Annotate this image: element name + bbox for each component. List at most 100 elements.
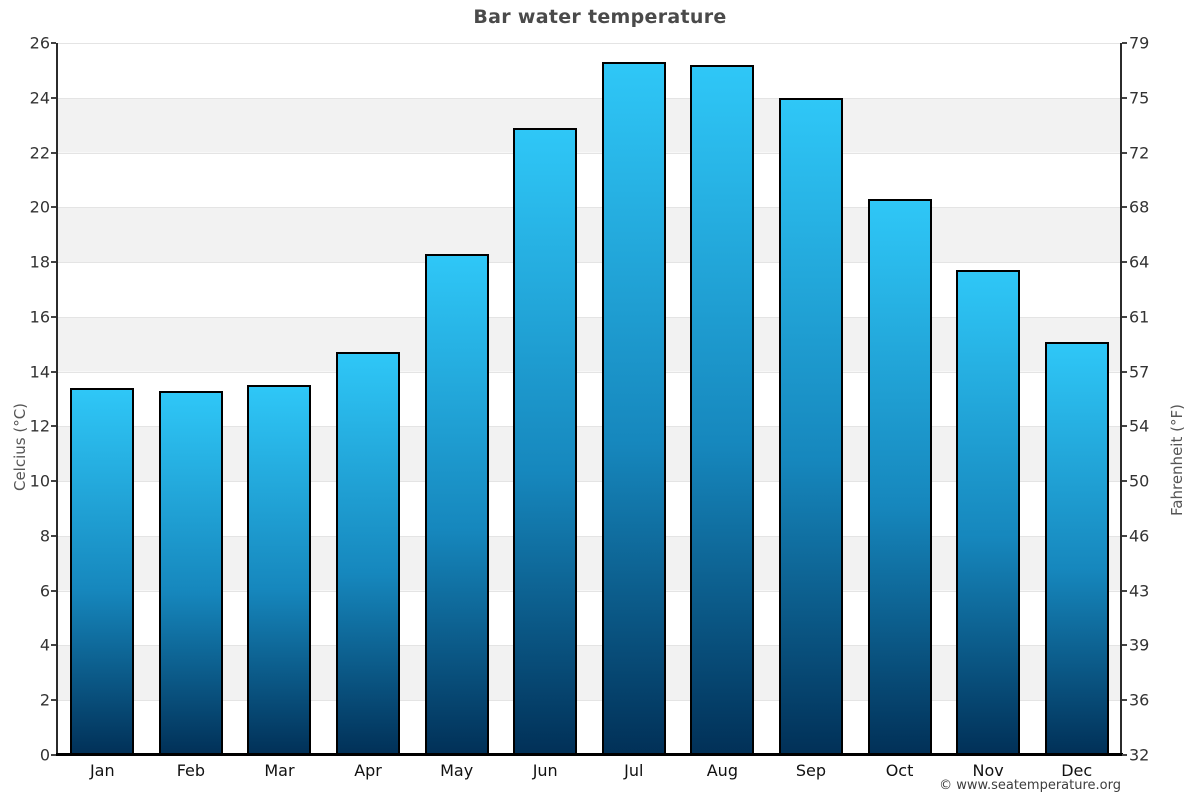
axis-tick-right bbox=[1122, 534, 1127, 537]
y-tick-celsius: 4 bbox=[39, 635, 50, 655]
y-axis-title-fahrenheit: Fahrenheit (°F) bbox=[1168, 404, 1186, 516]
axis-tick-right bbox=[1122, 589, 1127, 592]
x-tick-month-jun: Jun bbox=[532, 761, 558, 780]
y-tick-fahrenheit: 39 bbox=[1129, 635, 1150, 655]
y-tick-fahrenheit: 50 bbox=[1129, 471, 1150, 491]
bar-apr[interactable] bbox=[336, 352, 401, 755]
axis-tick-left bbox=[51, 370, 56, 373]
y-tick-celsius: 26 bbox=[29, 33, 50, 53]
y-tick-celsius: 20 bbox=[29, 197, 50, 217]
axis-tick-right bbox=[1122, 96, 1127, 99]
y-tick-fahrenheit: 46 bbox=[1129, 526, 1150, 546]
axis-tick-right bbox=[1122, 480, 1127, 483]
y-tick-celsius: 22 bbox=[29, 143, 50, 163]
gridline bbox=[58, 97, 1121, 99]
gridline bbox=[58, 43, 1121, 44]
bar-aug[interactable] bbox=[690, 64, 755, 755]
x-tick-month-mar: Mar bbox=[264, 761, 295, 780]
gridline bbox=[58, 371, 1121, 373]
axis-tick-left bbox=[51, 699, 56, 702]
y-tick-fahrenheit: 43 bbox=[1129, 581, 1150, 601]
axis-tick-left bbox=[51, 261, 56, 264]
axis-tick-left bbox=[51, 96, 56, 99]
y-axis-line-fahrenheit bbox=[1120, 43, 1122, 756]
axis-tick-right bbox=[1122, 151, 1127, 154]
x-tick-month-may: May bbox=[440, 761, 474, 780]
bar-jul[interactable] bbox=[601, 62, 666, 755]
y-tick-fahrenheit: 61 bbox=[1129, 307, 1150, 327]
y-tick-fahrenheit: 32 bbox=[1129, 745, 1150, 765]
axis-tick-right bbox=[1122, 42, 1127, 44]
bar-jan[interactable] bbox=[70, 388, 135, 755]
y-tick-celsius: 18 bbox=[29, 252, 50, 272]
axis-tick-left bbox=[51, 644, 56, 647]
y-tick-celsius: 12 bbox=[29, 416, 50, 436]
gridline bbox=[58, 645, 1121, 647]
axis-tick-left bbox=[51, 42, 56, 44]
y-tick-celsius: 14 bbox=[29, 362, 50, 382]
bar-nov[interactable] bbox=[956, 270, 1021, 755]
y-tick-celsius: 8 bbox=[39, 526, 50, 546]
axis-tick-left bbox=[51, 589, 56, 592]
axis-tick-left bbox=[51, 315, 56, 318]
axis-tick-left bbox=[51, 534, 56, 537]
bar-dec[interactable] bbox=[1044, 341, 1109, 755]
gridline bbox=[58, 316, 1121, 318]
x-tick-month-dec: Dec bbox=[1061, 761, 1093, 780]
gridline bbox=[58, 590, 1121, 592]
y-tick-fahrenheit: 79 bbox=[1129, 33, 1150, 53]
bar-may[interactable] bbox=[424, 253, 489, 755]
x-tick-month-sep: Sep bbox=[795, 761, 827, 780]
bar-feb[interactable] bbox=[158, 390, 223, 755]
bar-mar[interactable] bbox=[247, 385, 312, 755]
bar-jun[interactable] bbox=[513, 127, 578, 755]
y-tick-celsius: 0 bbox=[39, 745, 50, 765]
y-tick-fahrenheit: 72 bbox=[1129, 143, 1150, 163]
axis-tick-left bbox=[51, 151, 56, 154]
axis-tick-right bbox=[1122, 206, 1127, 209]
y-tick-fahrenheit: 57 bbox=[1129, 362, 1150, 382]
x-axis-line bbox=[56, 753, 1123, 756]
y-tick-celsius: 10 bbox=[29, 471, 50, 491]
bar-sep[interactable] bbox=[778, 97, 843, 755]
axis-tick-left bbox=[51, 206, 56, 209]
x-tick-month-aug: Aug bbox=[706, 761, 738, 780]
axis-tick-right bbox=[1122, 315, 1127, 318]
copyright-notice: © www.seatemperature.org bbox=[939, 778, 1121, 793]
y-tick-fahrenheit: 68 bbox=[1129, 197, 1150, 217]
y-tick-fahrenheit: 64 bbox=[1129, 252, 1150, 272]
axis-tick-right bbox=[1122, 261, 1127, 264]
gridline bbox=[58, 207, 1121, 209]
plot-area bbox=[58, 43, 1121, 755]
y-tick-fahrenheit: 36 bbox=[1129, 690, 1150, 710]
axis-tick-right bbox=[1122, 370, 1127, 373]
x-tick-month-jan: Jan bbox=[89, 761, 115, 780]
gridline bbox=[58, 152, 1121, 154]
y-tick-celsius: 16 bbox=[29, 307, 50, 327]
gridline bbox=[58, 535, 1121, 537]
axis-tick-right bbox=[1122, 699, 1127, 702]
gridline bbox=[58, 481, 1121, 483]
x-tick-month-apr: Apr bbox=[354, 761, 382, 780]
x-tick-month-oct: Oct bbox=[885, 761, 914, 780]
axis-tick-right bbox=[1122, 754, 1127, 756]
y-tick-fahrenheit: 54 bbox=[1129, 416, 1150, 436]
chart-title: Bar water temperature bbox=[473, 6, 727, 28]
axis-tick-left bbox=[51, 425, 56, 428]
y-tick-celsius: 6 bbox=[39, 581, 50, 601]
x-tick-month-jul: Jul bbox=[624, 761, 644, 780]
y-tick-celsius: 2 bbox=[39, 690, 50, 710]
y-tick-fahrenheit: 75 bbox=[1129, 88, 1150, 108]
x-tick-month-feb: Feb bbox=[176, 761, 206, 780]
gridline bbox=[58, 426, 1121, 428]
gridline bbox=[58, 700, 1121, 702]
gridline bbox=[58, 262, 1121, 264]
axis-tick-left bbox=[51, 480, 56, 483]
axis-tick-left bbox=[51, 754, 56, 756]
y-axis-line-celsius bbox=[56, 43, 58, 756]
y-tick-celsius: 24 bbox=[29, 88, 50, 108]
axis-tick-right bbox=[1122, 644, 1127, 647]
axis-tick-right bbox=[1122, 425, 1127, 428]
bar-oct[interactable] bbox=[867, 199, 932, 755]
